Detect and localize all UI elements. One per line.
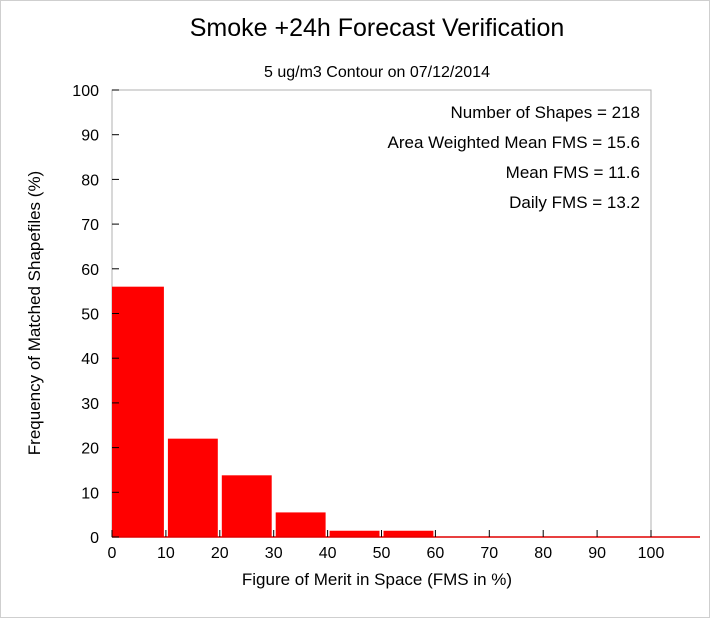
x-tick-label: 40 bbox=[319, 545, 337, 562]
stat-annotation: Area Weighted Mean FMS = 15.6 bbox=[388, 133, 640, 152]
x-axis-ticks: 0 10 20 30 40 50 60 70 80 90 100 bbox=[108, 530, 665, 562]
x-tick-label: 10 bbox=[157, 545, 175, 562]
y-tick-label: 30 bbox=[81, 396, 99, 413]
x-tick-label: 80 bbox=[534, 545, 552, 562]
x-axis-label: Figure of Merit in Space (FMS in %) bbox=[242, 570, 512, 589]
stats-annotations: Number of Shapes = 218 Area Weighted Mean… bbox=[388, 103, 640, 212]
chart-subtitle: 5 ug/m3 Contour on 07/12/2014 bbox=[264, 64, 490, 81]
x-tick-label: 90 bbox=[588, 545, 606, 562]
bar-30-40 bbox=[275, 512, 326, 537]
stat-annotation: Daily FMS = 13.2 bbox=[509, 193, 640, 212]
bar-10-20 bbox=[167, 438, 218, 537]
y-tick-label: 20 bbox=[81, 441, 99, 458]
y-tick-label: 10 bbox=[81, 485, 99, 502]
bar-20-30 bbox=[221, 475, 272, 537]
y-tick-label: 60 bbox=[81, 262, 99, 279]
y-tick-label: 80 bbox=[81, 172, 99, 189]
y-tick-label: 50 bbox=[81, 307, 99, 324]
x-tick-label: 20 bbox=[211, 545, 229, 562]
bars-group bbox=[112, 286, 434, 537]
chart-title: Smoke +24h Forecast Verification bbox=[190, 14, 565, 42]
y-tick-label: 90 bbox=[81, 128, 99, 145]
x-tick-label: 60 bbox=[427, 545, 445, 562]
stat-annotation: Mean FMS = 11.6 bbox=[506, 163, 640, 182]
y-tick-label: 100 bbox=[72, 83, 99, 100]
bar-40-50 bbox=[329, 530, 380, 537]
y-tick-label: 40 bbox=[81, 351, 99, 368]
y-axis-ticks: 0 10 20 30 40 50 60 70 80 90 100 bbox=[72, 83, 119, 547]
stat-annotation: Number of Shapes = 218 bbox=[451, 103, 640, 122]
x-tick-label: 0 bbox=[108, 545, 117, 562]
x-tick-label: 100 bbox=[638, 545, 665, 562]
y-tick-label: 0 bbox=[90, 530, 99, 547]
x-tick-label: 70 bbox=[480, 545, 498, 562]
y-tick-label: 70 bbox=[81, 217, 99, 234]
x-tick-label: 30 bbox=[265, 545, 283, 562]
bar-50-60 bbox=[383, 530, 434, 537]
x-tick-label: 50 bbox=[373, 545, 391, 562]
y-axis-label: Frequency of Matched Shapefiles (%) bbox=[25, 171, 44, 455]
bar-0-10 bbox=[112, 286, 164, 537]
